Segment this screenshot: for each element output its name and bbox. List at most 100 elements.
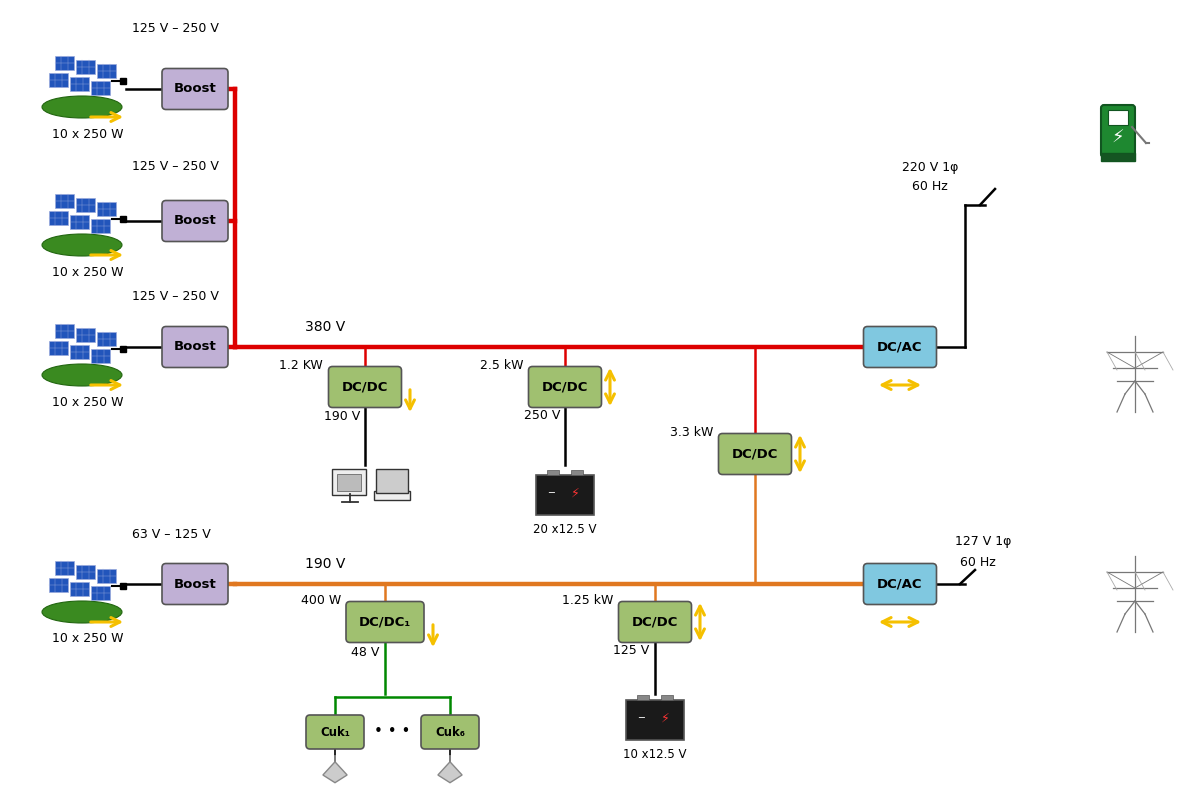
FancyBboxPatch shape: [97, 64, 116, 78]
FancyBboxPatch shape: [374, 491, 410, 500]
FancyBboxPatch shape: [337, 474, 361, 491]
FancyBboxPatch shape: [162, 564, 228, 604]
FancyBboxPatch shape: [1102, 105, 1135, 157]
FancyBboxPatch shape: [864, 327, 936, 367]
FancyBboxPatch shape: [421, 715, 479, 749]
Text: DC/DC: DC/DC: [732, 447, 778, 460]
Text: 10 x 250 W: 10 x 250 W: [52, 633, 124, 646]
Bar: [1102, 153, 1135, 161]
Text: 400 W: 400 W: [301, 594, 341, 607]
Text: DC/AC: DC/AC: [877, 341, 923, 354]
Bar: [571, 470, 583, 475]
Text: 125 V – 250 V: 125 V – 250 V: [132, 290, 218, 303]
FancyBboxPatch shape: [162, 201, 228, 242]
Text: ⚡: ⚡: [1111, 129, 1124, 147]
Text: 10 x 250 W: 10 x 250 W: [52, 396, 124, 409]
FancyBboxPatch shape: [329, 366, 402, 408]
FancyBboxPatch shape: [626, 700, 684, 740]
Text: 380 V: 380 V: [305, 320, 346, 334]
Text: 125 V: 125 V: [613, 643, 649, 656]
FancyBboxPatch shape: [306, 715, 364, 749]
Text: 10 x 250 W: 10 x 250 W: [52, 128, 124, 141]
FancyBboxPatch shape: [49, 73, 68, 87]
Bar: [637, 695, 649, 700]
FancyBboxPatch shape: [76, 328, 95, 342]
Text: 10 x 250 W: 10 x 250 W: [52, 265, 124, 278]
FancyBboxPatch shape: [76, 565, 95, 579]
Text: 250 V: 250 V: [523, 409, 560, 421]
FancyBboxPatch shape: [76, 198, 95, 212]
Text: DC/DC₁: DC/DC₁: [359, 616, 412, 629]
Text: 127 V 1φ: 127 V 1φ: [955, 536, 1012, 549]
FancyBboxPatch shape: [55, 324, 74, 338]
Bar: [547, 470, 559, 475]
Text: 60 Hz: 60 Hz: [912, 180, 948, 193]
FancyBboxPatch shape: [91, 81, 110, 95]
Text: 20 x12.5 V: 20 x12.5 V: [533, 523, 596, 536]
Bar: [120, 346, 126, 352]
Bar: [120, 216, 126, 222]
FancyBboxPatch shape: [536, 475, 594, 515]
Bar: [661, 695, 673, 700]
Text: 2.5 kW: 2.5 kW: [480, 358, 523, 371]
Text: Boost: Boost: [174, 578, 216, 591]
Text: Cuk₁: Cuk₁: [320, 726, 350, 739]
FancyBboxPatch shape: [618, 602, 691, 642]
Text: • • •: • • •: [374, 725, 410, 739]
FancyBboxPatch shape: [49, 211, 68, 225]
FancyBboxPatch shape: [346, 602, 424, 642]
Text: 10 x12.5 V: 10 x12.5 V: [623, 748, 686, 761]
Text: DC/DC: DC/DC: [342, 380, 388, 393]
Text: Cuk₆: Cuk₆: [436, 726, 466, 739]
Text: 190 V: 190 V: [305, 557, 346, 571]
FancyBboxPatch shape: [162, 327, 228, 367]
FancyBboxPatch shape: [70, 77, 89, 91]
FancyBboxPatch shape: [528, 366, 601, 408]
Text: 1.2 KW: 1.2 KW: [280, 358, 323, 371]
Bar: [120, 78, 126, 84]
Ellipse shape: [42, 96, 122, 118]
FancyBboxPatch shape: [97, 332, 116, 346]
FancyBboxPatch shape: [55, 194, 74, 208]
Text: ─: ─: [638, 713, 644, 723]
FancyBboxPatch shape: [376, 469, 408, 493]
Bar: [120, 583, 126, 589]
Text: 63 V – 125 V: 63 V – 125 V: [132, 527, 211, 540]
FancyBboxPatch shape: [91, 586, 110, 600]
FancyBboxPatch shape: [864, 564, 936, 604]
Text: Boost: Boost: [174, 83, 216, 95]
Text: DC/DC: DC/DC: [542, 380, 588, 393]
Ellipse shape: [42, 601, 122, 623]
FancyBboxPatch shape: [76, 60, 95, 74]
Text: Boost: Boost: [174, 214, 216, 227]
FancyBboxPatch shape: [719, 434, 792, 475]
Text: 1.25 kW: 1.25 kW: [562, 594, 613, 607]
Text: ⚡: ⚡: [571, 486, 580, 499]
FancyBboxPatch shape: [70, 582, 89, 596]
FancyBboxPatch shape: [49, 341, 68, 355]
Ellipse shape: [42, 234, 122, 256]
Bar: [1108, 110, 1128, 125]
FancyBboxPatch shape: [97, 569, 116, 583]
Text: ⚡: ⚡: [661, 711, 670, 725]
Text: ─: ─: [548, 488, 554, 498]
FancyBboxPatch shape: [70, 215, 89, 229]
Text: 220 V 1φ: 220 V 1φ: [902, 160, 958, 173]
Text: 60 Hz: 60 Hz: [960, 556, 996, 569]
Ellipse shape: [42, 364, 122, 386]
FancyBboxPatch shape: [97, 202, 116, 216]
FancyBboxPatch shape: [91, 219, 110, 233]
FancyBboxPatch shape: [70, 345, 89, 359]
Text: 125 V – 250 V: 125 V – 250 V: [132, 23, 218, 36]
Text: 48 V: 48 V: [350, 646, 379, 659]
Text: DC/DC: DC/DC: [632, 616, 678, 629]
Polygon shape: [323, 762, 347, 782]
Text: DC/AC: DC/AC: [877, 578, 923, 591]
Text: 125 V – 250 V: 125 V – 250 V: [132, 160, 218, 173]
FancyBboxPatch shape: [332, 469, 366, 495]
Text: 3.3 kW: 3.3 kW: [670, 426, 713, 438]
Text: Boost: Boost: [174, 341, 216, 354]
FancyBboxPatch shape: [55, 56, 74, 70]
Polygon shape: [438, 762, 462, 782]
FancyBboxPatch shape: [49, 578, 68, 592]
